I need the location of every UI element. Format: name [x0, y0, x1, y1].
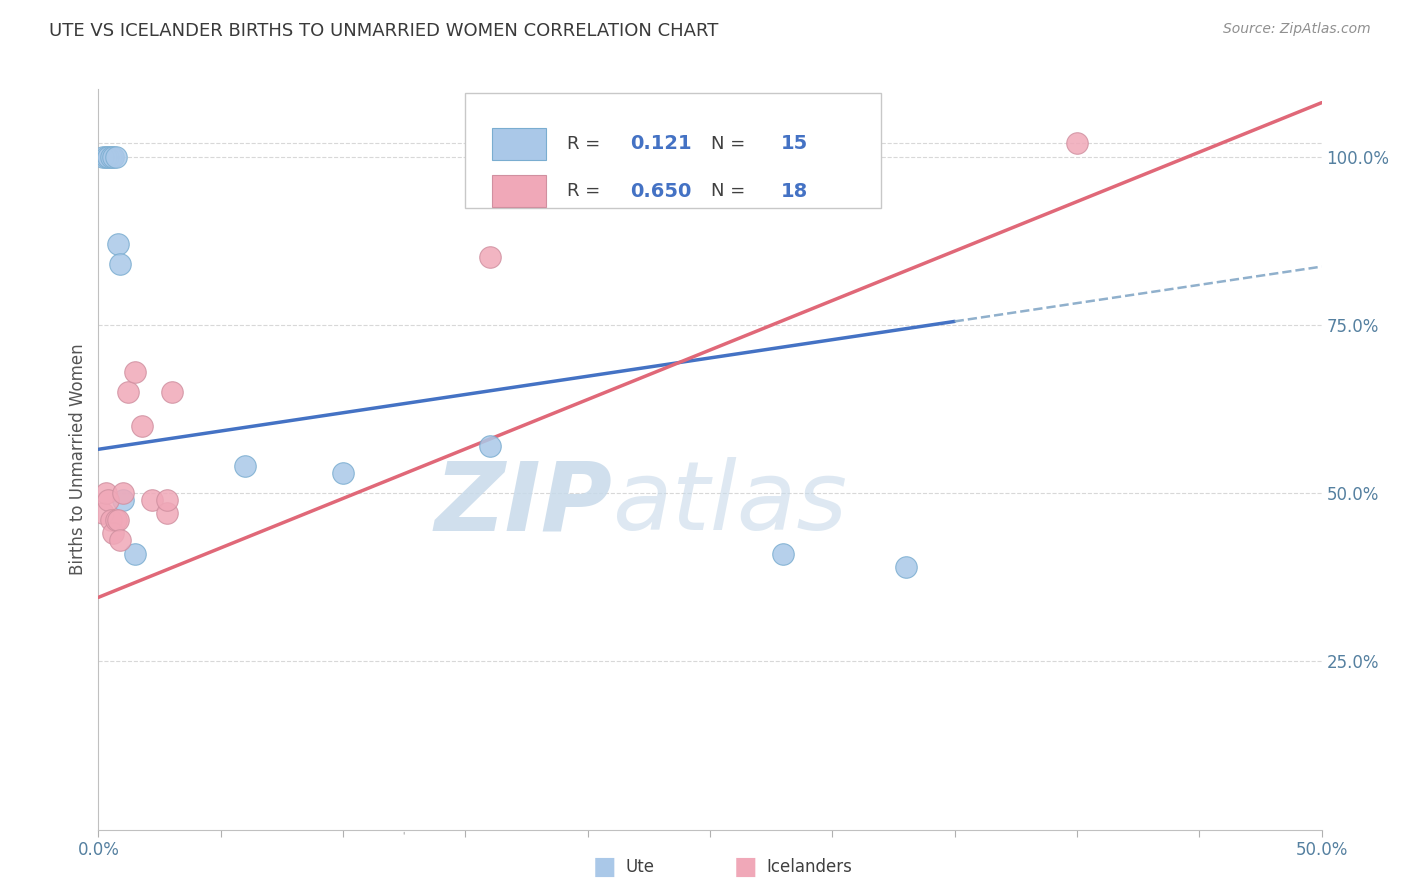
Text: N =: N =	[711, 135, 751, 153]
Point	[156, 506, 179, 520]
Text: ■: ■	[593, 855, 616, 879]
Point	[101, 526, 124, 541]
Point	[124, 547, 146, 561]
Point	[141, 492, 163, 507]
Text: atlas: atlas	[612, 458, 848, 550]
Point	[97, 149, 120, 163]
Point	[94, 486, 117, 500]
Point	[110, 533, 132, 548]
Point	[772, 547, 794, 561]
Y-axis label: Births to Unmarried Women: Births to Unmarried Women	[69, 343, 87, 575]
Text: R =: R =	[567, 182, 606, 200]
Text: R =: R =	[567, 135, 606, 153]
FancyBboxPatch shape	[465, 93, 882, 208]
Point	[104, 513, 127, 527]
Text: 0.121: 0.121	[630, 135, 692, 153]
Point	[233, 459, 256, 474]
Point	[117, 385, 139, 400]
Point	[160, 385, 183, 400]
Point	[131, 418, 153, 433]
Point	[1066, 136, 1088, 150]
Text: 0.650: 0.650	[630, 182, 692, 201]
Point	[894, 560, 917, 574]
Point	[97, 492, 120, 507]
Text: ZIP: ZIP	[434, 458, 612, 550]
Point	[94, 149, 117, 163]
Point	[111, 492, 134, 507]
Point	[107, 513, 129, 527]
Text: Source: ZipAtlas.com: Source: ZipAtlas.com	[1223, 22, 1371, 37]
FancyBboxPatch shape	[492, 128, 546, 161]
Point	[101, 149, 124, 163]
Point	[124, 365, 146, 379]
Point	[91, 506, 114, 520]
Text: 18: 18	[780, 182, 808, 201]
Point	[110, 257, 132, 271]
Point	[104, 149, 127, 163]
Point	[100, 149, 122, 163]
Point	[156, 492, 179, 507]
Point	[478, 439, 501, 453]
Point	[107, 237, 129, 252]
FancyBboxPatch shape	[492, 175, 546, 207]
Point	[332, 466, 354, 480]
Text: 15: 15	[780, 135, 808, 153]
Point	[478, 251, 501, 265]
Point	[100, 513, 122, 527]
Text: Ute: Ute	[626, 858, 655, 876]
Text: UTE VS ICELANDER BIRTHS TO UNMARRIED WOMEN CORRELATION CHART: UTE VS ICELANDER BIRTHS TO UNMARRIED WOM…	[49, 22, 718, 40]
Text: N =: N =	[711, 182, 751, 200]
Text: Icelanders: Icelanders	[766, 858, 852, 876]
Point	[91, 149, 114, 163]
Point	[111, 486, 134, 500]
Text: ■: ■	[734, 855, 756, 879]
